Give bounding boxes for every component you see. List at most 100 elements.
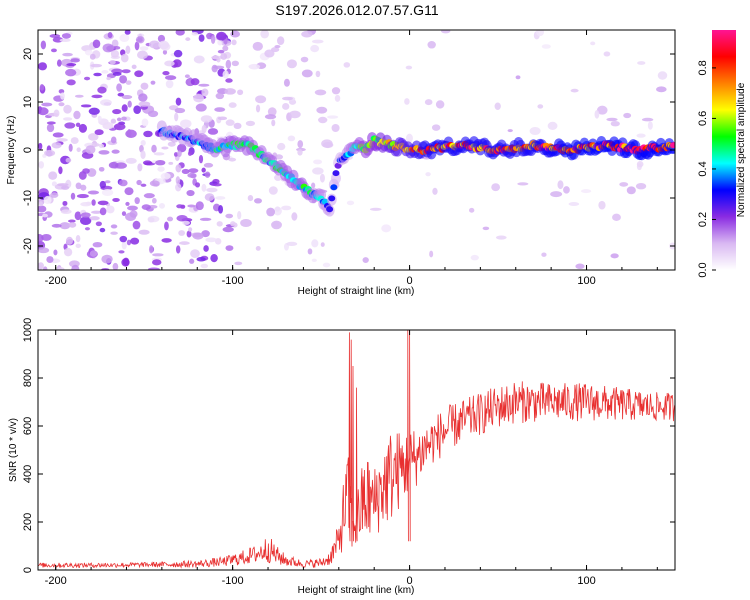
spectrogram-noise-cell (215, 92, 225, 100)
spectrogram-noise-cell (537, 104, 544, 109)
spectrogram-noise-cell (117, 92, 125, 97)
spectrogram-noise-cell (224, 88, 236, 95)
spectrogram-noise-cell (151, 197, 157, 204)
spectrogram-noise-cell (248, 63, 261, 70)
spectrogram-noise-cell (63, 117, 73, 121)
spectrogram-noise-cell (97, 115, 102, 122)
spectrogram-noise-cell (594, 110, 600, 119)
spectrogram-noise-cell (91, 210, 102, 214)
spectrogram-noise-cell (307, 248, 313, 255)
spectrogram-noise-cell (127, 205, 138, 211)
spectrogram-noise-cell (198, 83, 210, 87)
spectrogram-noise-cell (60, 92, 65, 100)
spectrogram-noise-cell (112, 262, 119, 270)
spectrogram-noise-cell (126, 129, 132, 138)
spectrogram-noise-cell (547, 121, 558, 130)
spectrogram-noise-cell (429, 250, 434, 258)
spectrogram-noise-cell (252, 41, 263, 51)
spectrogram-noise-cell (70, 192, 76, 200)
spectrogram-noise-cell (64, 122, 76, 129)
spectrogram-noise-cell (113, 123, 126, 131)
spectrogram-noise-cell (148, 245, 154, 254)
snr-xtick-label: 100 (577, 575, 595, 587)
spectrogram-noise-cell (149, 180, 160, 187)
spectrogram-noise-cell (217, 39, 223, 46)
spectrogram-noise-cell (164, 75, 177, 81)
spectrogram-noise-cell (286, 241, 298, 247)
spectrogram-noise-cell (101, 189, 114, 197)
spectrogram-noise-cell (140, 139, 146, 146)
spectrogram-noise-cell (110, 118, 117, 124)
spectrogram-noise-cell (118, 179, 128, 187)
spectrogram-ytick-label: 10 (22, 96, 34, 108)
spectrogram-noise-cell (75, 243, 81, 249)
spectrogram-noise-cell (61, 33, 72, 39)
spectrogram-noise-cell (234, 261, 243, 266)
spectrogram-noise-cell (177, 143, 187, 153)
spectrogram-noise-cell (63, 247, 73, 257)
snr-line-area (38, 330, 675, 569)
spectrogram-noise-cell (158, 40, 170, 50)
spectrogram-noise-cell (53, 249, 58, 256)
spectrogram-noise-cell (116, 83, 122, 92)
spectrogram-noise-cell (191, 31, 199, 36)
figure-title: S197.2026.012.07.57.G11 (275, 2, 438, 18)
spectrogram-noise-cell (311, 258, 317, 263)
spectrogram-noise-cell (204, 193, 215, 202)
spectrogram-noise-cell (135, 35, 145, 44)
spectrogram-noise-cell (168, 161, 174, 165)
spectrogram-noise-cell (225, 78, 233, 83)
spectrogram-noise-cell (217, 49, 225, 54)
spectrogram-noise-cell (108, 161, 119, 169)
spectrogram-noise-cell (176, 215, 188, 222)
spectrogram-noise-cell (46, 123, 55, 133)
spectrogram-noise-cell (132, 220, 141, 230)
spectrogram-noise-cell (346, 200, 355, 206)
spectrogram-noise-cell (612, 213, 621, 222)
spectrogram-noise-cell (198, 34, 205, 42)
spectrogram-noise-cell (42, 213, 48, 218)
spectrogram-noise-cell (200, 263, 209, 269)
spectrogram-ytick-label: 0 (22, 147, 34, 153)
spectrogram-noise-cell (49, 34, 61, 38)
spectrogram-noise-cell (140, 150, 146, 160)
snr-ytick-label: 200 (22, 513, 34, 531)
spectrogram-noise-cell (83, 76, 91, 81)
spectrogram-noise-cell (311, 182, 316, 189)
spectrogram-noise-cell (255, 95, 267, 104)
spectrogram-noise-cell (300, 56, 309, 63)
snr-ytick-label: 400 (22, 465, 34, 483)
spectrogram-noise-cell (131, 64, 137, 70)
spectrogram-noise-cell (41, 233, 52, 241)
spectrogram-noise-cell (237, 211, 242, 220)
spectrogram-noise-cell (66, 63, 77, 67)
spectrogram-noise-cell (80, 184, 87, 191)
spectrogram-noise-cell (541, 252, 547, 257)
spectrogram-noise-cell (214, 107, 226, 112)
spectrogram-noise-cell (121, 69, 131, 74)
spectrogram-noise-cell (580, 189, 592, 194)
spectrogram-noise-cell (647, 121, 653, 130)
spectrogram-noise-cell (314, 89, 327, 96)
spectrogram-noise-cell (57, 267, 65, 270)
spectrogram-noise-cell (287, 135, 296, 142)
spectrogram-noise-cell (288, 110, 301, 119)
spectrogram-noise-cell (106, 76, 111, 81)
spectrogram-noise-cell (110, 224, 118, 229)
spectrogram-noise-cell (187, 151, 193, 156)
spectrogram-noise-cell (122, 257, 130, 266)
spectrogram-noise-cell (38, 201, 43, 207)
snr-ytick-label: 1000 (22, 318, 34, 342)
spectrogram-noise-cell (266, 207, 276, 217)
spectrogram-noise-cell (110, 231, 118, 235)
spectrogram-noise-cell (80, 201, 92, 207)
spectrogram-xtick-label: 0 (407, 275, 413, 287)
spectrogram-noise-cell (89, 53, 96, 60)
spectrogram-noise-cell (424, 99, 433, 106)
spectrogram-noise-cell (203, 162, 214, 168)
spectrogram-ylabel: Frequency (Hz) (6, 116, 17, 185)
spectrogram-noise-cell (140, 82, 149, 90)
spectrogram-noise-cell (87, 190, 100, 195)
spectrogram-noise-cell (127, 100, 132, 108)
colorbar-tick-label: 0.8 (697, 60, 709, 75)
